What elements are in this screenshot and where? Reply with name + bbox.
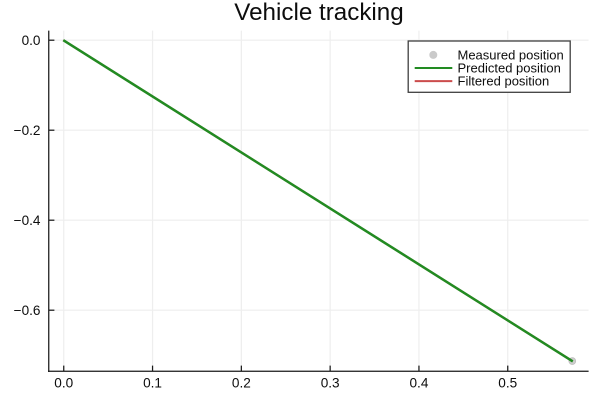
svg-text:0.1: 0.1 [143, 376, 162, 391]
svg-text:0.5: 0.5 [498, 376, 517, 391]
svg-text:−0.2: −0.2 [14, 123, 41, 138]
svg-text:0.3: 0.3 [321, 376, 340, 391]
svg-text:0.4: 0.4 [409, 376, 428, 391]
svg-text:0.0: 0.0 [22, 33, 41, 48]
svg-text:0.2: 0.2 [232, 376, 251, 391]
svg-text:Vehicle tracking: Vehicle tracking [234, 0, 403, 26]
svg-text:Measured position: Measured position [458, 47, 564, 62]
svg-text:0.0: 0.0 [54, 376, 73, 391]
svg-text:Filtered position: Filtered position [458, 74, 550, 89]
svg-text:−0.6: −0.6 [14, 303, 41, 318]
svg-text:−0.4: −0.4 [14, 213, 41, 228]
svg-text:Predicted position: Predicted position [458, 61, 561, 76]
